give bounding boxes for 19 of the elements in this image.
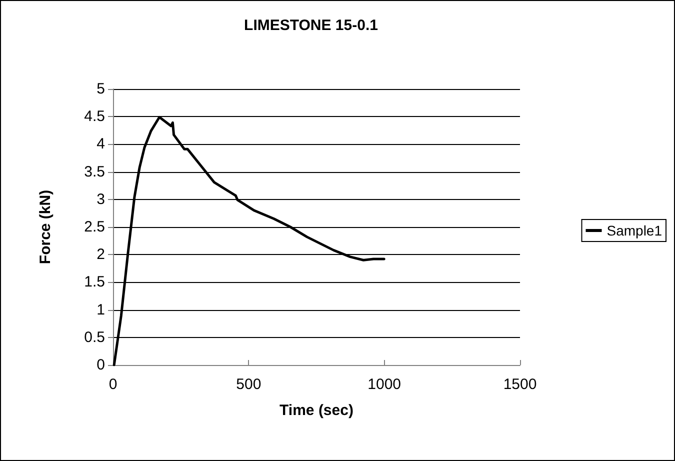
- y-tick-label: 1: [96, 301, 105, 318]
- y-tick-label: 0: [96, 356, 105, 374]
- y-tick-label: 2.5: [84, 218, 105, 236]
- y-tick-label: 4.5: [84, 108, 105, 126]
- y-axis-title: Force (kN): [37, 190, 54, 264]
- y-tick-label: 1.5: [84, 274, 105, 291]
- x-tick-label: 0: [108, 376, 118, 393]
- chart-title: LIMESTONE 15-0.1: [244, 17, 378, 34]
- x-tick-label: 500: [236, 376, 262, 393]
- x-tick-label: 1000: [368, 376, 402, 393]
- y-tick-label: 3: [96, 190, 105, 208]
- legend-label: Sample1: [606, 222, 662, 238]
- x-tick-label: 1500: [503, 376, 537, 393]
- y-tick-label: 5: [96, 80, 105, 98]
- y-tick-label: 4: [96, 136, 105, 153]
- y-tick-label: 3.5: [84, 163, 105, 180]
- y-tick-label: 0.5: [84, 328, 105, 346]
- x-axis-title: Time (sec): [280, 402, 354, 419]
- y-tick-label: 2: [96, 246, 105, 264]
